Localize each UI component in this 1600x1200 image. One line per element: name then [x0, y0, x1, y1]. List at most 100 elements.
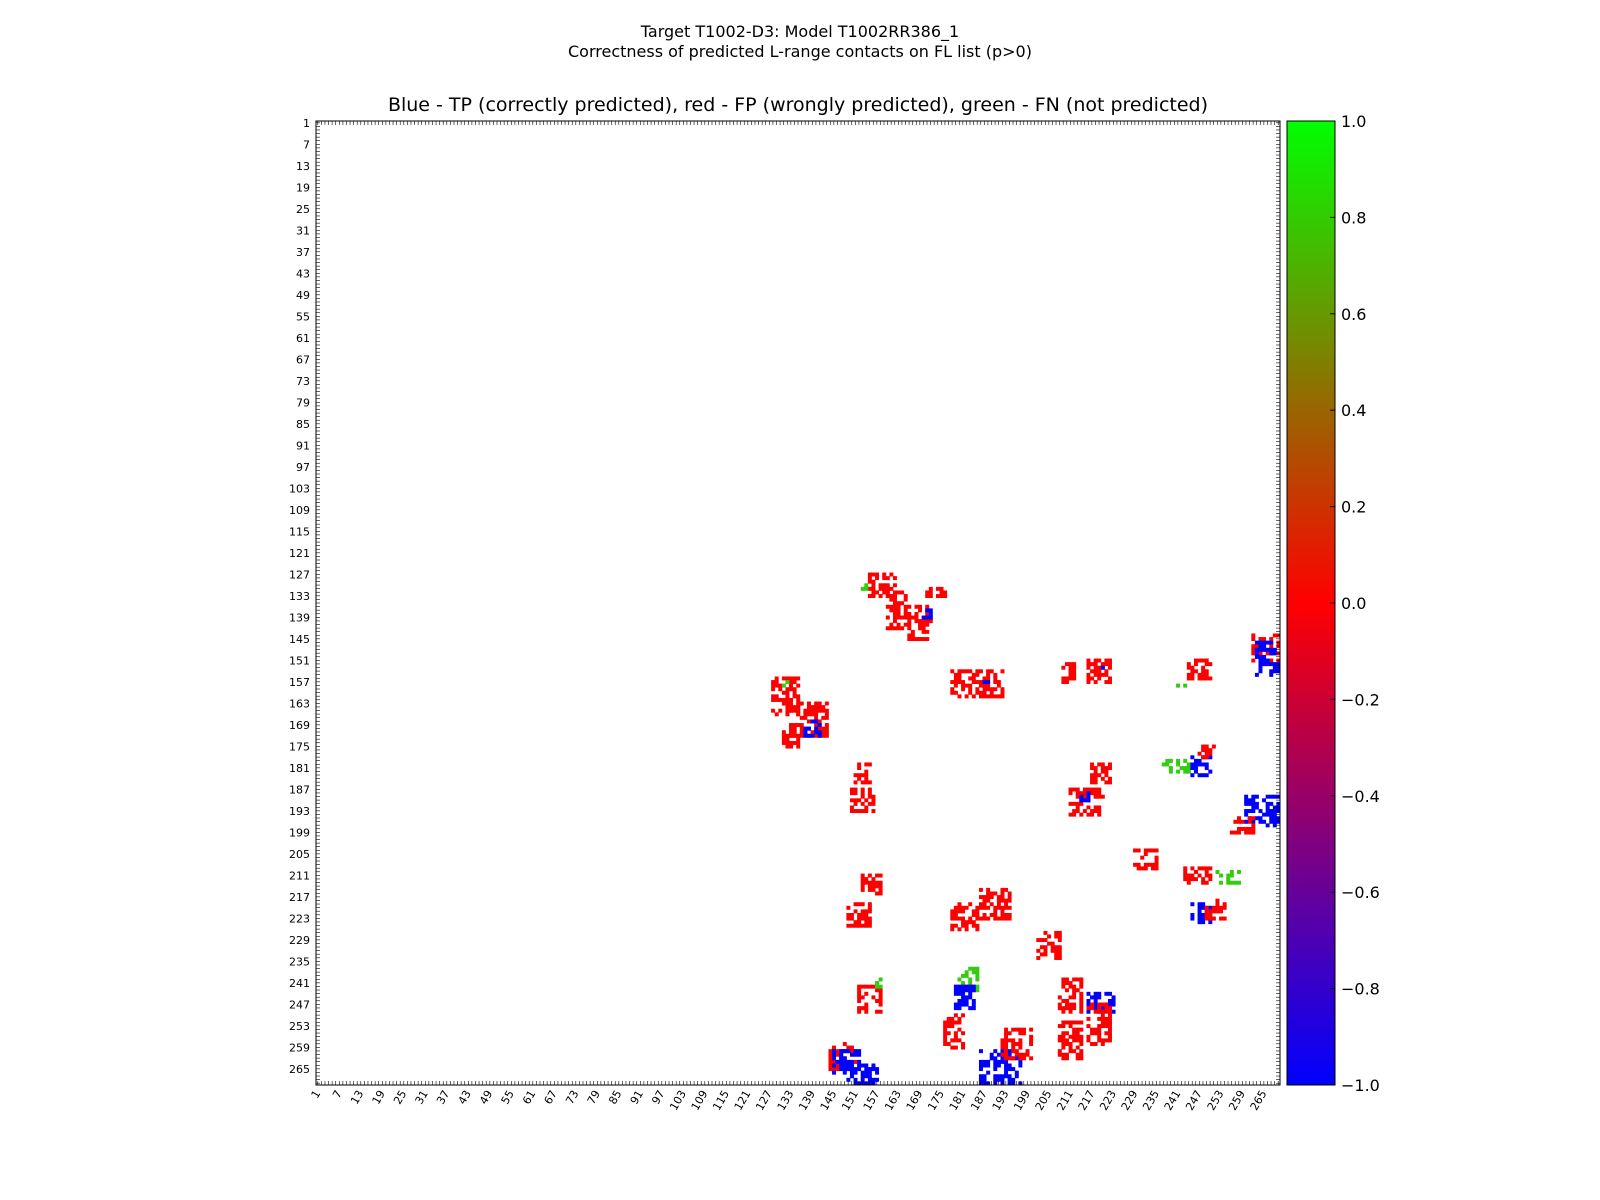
- y-tick-label: 175: [289, 740, 310, 753]
- contact-cell-fp: [878, 884, 883, 889]
- contact-cell-fp: [1265, 651, 1270, 656]
- contact-cell-tp: [957, 1002, 962, 1007]
- contact-cell-fp: [1215, 909, 1220, 914]
- contact-cell-fp: [796, 683, 801, 688]
- contact-cell-tp: [1000, 1049, 1005, 1054]
- contact-cell-fn: [957, 977, 962, 982]
- contact-cell-tp: [1254, 654, 1259, 659]
- contact-cell-fp: [1100, 766, 1105, 771]
- contact-cell-fp: [1244, 830, 1249, 835]
- contact-cell-tp: [1201, 902, 1206, 907]
- contact-cell-fp: [792, 708, 797, 713]
- contact-cell-fp: [982, 905, 987, 910]
- contact-cell-fp: [957, 1027, 962, 1032]
- contact-cell-fp: [1072, 787, 1077, 792]
- contact-cell-fp: [871, 572, 876, 577]
- contact-cell-fn: [1183, 766, 1188, 771]
- contact-cell-fp: [1029, 1027, 1034, 1032]
- y-tick-label: 1: [303, 117, 310, 130]
- contact-cell-fp: [785, 690, 790, 695]
- contact-cell-fp: [1072, 1034, 1077, 1039]
- contact-cell-fp: [849, 1045, 854, 1050]
- contact-cell-tp: [1269, 647, 1274, 652]
- y-tick-label: 163: [289, 697, 310, 710]
- contact-cell-fp: [1093, 787, 1098, 792]
- contact-cell-fp: [1072, 1038, 1077, 1043]
- contact-cell-fp: [1014, 1027, 1019, 1032]
- x-tick-label: 223: [1097, 1088, 1119, 1113]
- contact-cell-fp: [1090, 812, 1095, 817]
- contact-cell-tp: [846, 1063, 851, 1068]
- contact-cell-fp: [1093, 669, 1098, 674]
- contact-cell-fp: [849, 809, 854, 814]
- contact-cell-fp: [1061, 1042, 1066, 1046]
- contact-cell-fp: [914, 637, 919, 642]
- contact-cell-fp: [1143, 848, 1148, 853]
- contact-cell-fp: [1090, 1006, 1095, 1011]
- contact-cell-fp: [1075, 801, 1080, 806]
- contact-cell-fp: [864, 769, 869, 774]
- contact-cell-fp: [875, 891, 880, 896]
- contact-cell-fp: [828, 1063, 833, 1068]
- contact-cell-fp: [939, 594, 944, 599]
- contact-cell-fp: [950, 1045, 955, 1050]
- contact-cell-fp: [860, 787, 865, 792]
- contact-cell-fp: [925, 629, 930, 634]
- contact-cell-fp: [1004, 916, 1009, 921]
- contact-cell-fp: [864, 809, 869, 814]
- contact-cell-fp: [1097, 1031, 1102, 1036]
- contact-cell-fp: [1064, 1006, 1069, 1011]
- contact-cell-tp: [1086, 1009, 1091, 1014]
- contact-cell-fp: [971, 923, 976, 928]
- x-tick-label: 49: [477, 1088, 495, 1107]
- contact-cell-fp: [1068, 672, 1073, 677]
- contact-cell-fp: [864, 909, 869, 914]
- contact-cell-tp: [1258, 819, 1263, 824]
- x-tick-label: 163: [882, 1088, 904, 1113]
- contact-cell-tp: [968, 988, 973, 993]
- contact-cell-fp: [857, 923, 862, 928]
- contact-cell-tp: [1082, 798, 1087, 803]
- contact-cell-fp: [1090, 669, 1095, 674]
- contact-cell-fp: [785, 740, 790, 745]
- contact-cell-tp: [1244, 812, 1249, 817]
- x-tick-label: 253: [1205, 1088, 1227, 1113]
- contact-cell-fp: [925, 637, 930, 642]
- contact-cell-fp: [900, 615, 905, 620]
- contact-cell-fp: [1215, 898, 1220, 903]
- contact-cell-fp: [1269, 637, 1274, 642]
- contact-cell-fp: [1072, 1031, 1077, 1036]
- contact-cell-fp: [986, 887, 991, 892]
- contact-cell-tp: [1265, 812, 1270, 817]
- contact-cell-fp: [1004, 1052, 1009, 1057]
- contact-cell-fp: [1057, 948, 1062, 953]
- contact-cell-fp: [875, 880, 880, 885]
- contact-cell-fp: [892, 583, 897, 588]
- contact-cell-fp: [867, 909, 872, 914]
- contact-cell-fp: [1057, 945, 1062, 950]
- contact-cell-fp: [857, 991, 862, 996]
- contact-cell-fp: [914, 619, 919, 624]
- contact-cell-fp: [1000, 1042, 1005, 1046]
- contact-cell-tp: [978, 1077, 983, 1082]
- contact-cell-fp: [781, 697, 786, 702]
- contact-cell-tp: [1269, 809, 1274, 814]
- contact-cell-tp: [839, 1056, 844, 1061]
- contact-cell-fp: [796, 740, 801, 745]
- contact-cell-fp: [903, 597, 908, 602]
- contact-cell-fp: [1219, 905, 1224, 910]
- contact-cell-fp: [896, 604, 901, 609]
- contact-cell-tp: [1254, 801, 1259, 806]
- contact-cell-fp: [943, 1027, 948, 1032]
- contact-cell-fp: [1061, 1006, 1066, 1011]
- contact-cell-fp: [1064, 998, 1069, 1003]
- contact-cell-fp: [1197, 873, 1202, 878]
- contact-cell-tp: [1007, 1074, 1012, 1079]
- contact-cell-fp: [914, 611, 919, 616]
- contact-cell-fp: [1107, 1020, 1112, 1025]
- contact-cell-fp: [781, 701, 786, 706]
- contact-cell-tp: [986, 1059, 991, 1064]
- contact-cell-tp: [1258, 658, 1263, 663]
- contact-cell-fp: [1050, 941, 1055, 946]
- contact-cell-fp: [953, 1031, 958, 1036]
